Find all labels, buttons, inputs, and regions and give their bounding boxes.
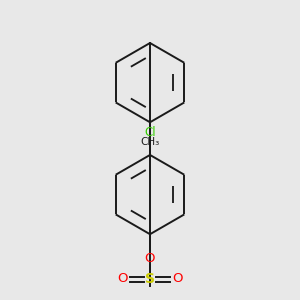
Text: O: O: [172, 272, 183, 285]
Text: S: S: [145, 272, 155, 286]
Text: Cl: Cl: [144, 126, 156, 139]
Text: O: O: [145, 253, 155, 266]
Text: O: O: [117, 272, 128, 285]
Text: CH₃: CH₃: [140, 137, 160, 147]
